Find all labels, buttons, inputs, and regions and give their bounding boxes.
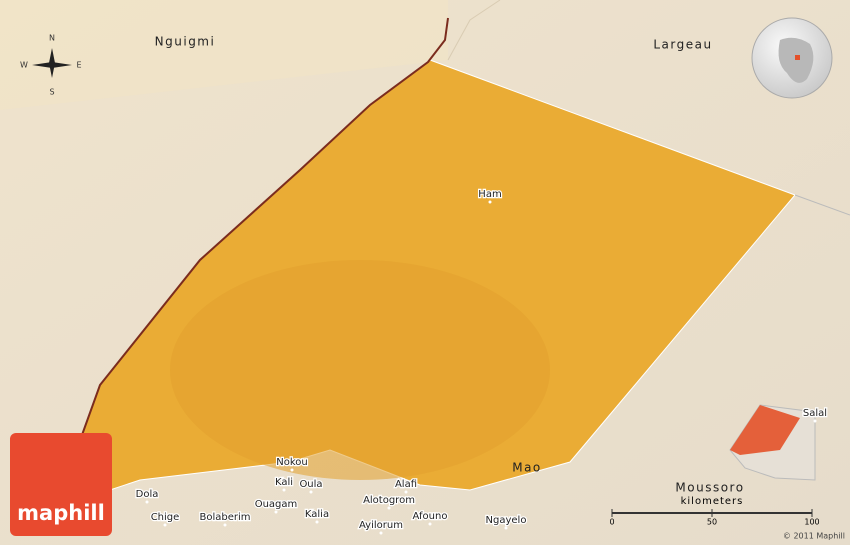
place-label: Dola: [136, 489, 159, 500]
place-dot: [163, 523, 167, 527]
place-dot: [145, 500, 149, 504]
logo-text: maphill: [17, 501, 105, 525]
place-label: Ayilorum: [359, 520, 403, 531]
place-dot: [404, 490, 408, 494]
place-label: Oula: [299, 479, 322, 490]
place-label: Kali: [275, 477, 293, 488]
place-dot: [813, 419, 817, 423]
places: Nguigmi Largeau Ham Mao Nokou Kali Oula Alafi Al…: [134, 35, 828, 535]
scale-tick: 0: [609, 518, 614, 527]
compass-s: S: [49, 88, 54, 97]
place-dot: [379, 531, 383, 535]
place-label: Moussoro: [675, 481, 744, 495]
scale-unit: kilometers: [681, 496, 744, 507]
place-dot: [282, 488, 286, 492]
place-label: Afouno: [413, 511, 448, 522]
place-label: Kalia: [305, 509, 329, 520]
place-label: Nokou: [276, 457, 308, 468]
place-label: Nguigmi: [155, 35, 216, 49]
globe: [751, 17, 833, 99]
compass: N S E W: [20, 34, 81, 97]
place-dot: [290, 468, 294, 472]
scale-tick: 100: [804, 518, 819, 527]
place-dot: [223, 523, 227, 527]
boundary: [447, 0, 501, 61]
terrain: [0, 0, 448, 110]
place-label: Ham: [478, 189, 501, 200]
scale-bar: kilometers 0 50 100 © 2011 Maphill: [609, 496, 845, 541]
inset-map: [729, 404, 816, 481]
compass-n: N: [49, 34, 55, 43]
place-dot: [309, 490, 313, 494]
place-label: Alotogrom: [363, 495, 415, 506]
place-dot: [504, 526, 508, 530]
place-label: Largeau: [653, 38, 712, 52]
place-dot: [315, 520, 319, 524]
compass-e: E: [76, 61, 81, 70]
place-label: Ngayelo: [486, 515, 527, 526]
place-label: Alafi: [395, 479, 417, 490]
place-dot: [488, 200, 492, 204]
place-label: Salal: [803, 408, 827, 419]
place-dot: [428, 522, 432, 526]
scale-tick: 50: [707, 518, 717, 527]
place-label: Bolaberim: [199, 512, 250, 523]
copyright: © 2011 Maphill: [783, 532, 845, 541]
boundary: [794, 194, 850, 216]
place-dot: [274, 510, 278, 514]
border: [81, 17, 449, 436]
logo: maphill: [10, 433, 112, 536]
place-label: Ouagam: [255, 499, 298, 510]
compass-w: W: [20, 61, 28, 70]
dunes: [170, 260, 550, 480]
place-label: Mao: [512, 461, 542, 475]
place-dot: [387, 506, 391, 510]
place-label: Chige: [151, 512, 180, 523]
